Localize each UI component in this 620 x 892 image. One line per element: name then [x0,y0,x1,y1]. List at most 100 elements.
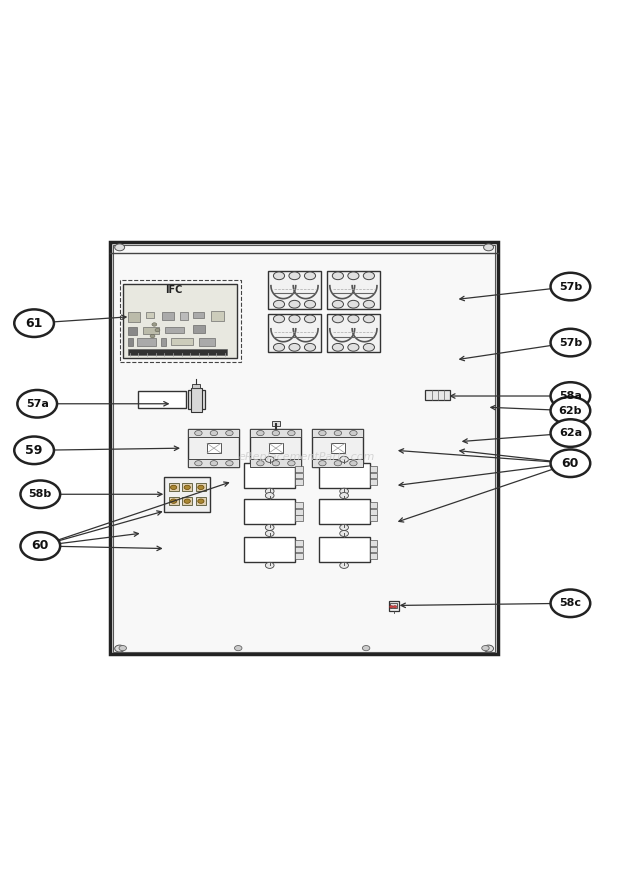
Circle shape [332,301,343,308]
Circle shape [362,646,370,650]
Text: 61: 61 [25,317,43,330]
Bar [182,497,192,505]
Bar [370,553,377,559]
Bar [295,479,303,484]
Text: 58c: 58c [559,599,582,608]
Circle shape [288,460,295,466]
Bar [250,429,301,437]
Circle shape [484,645,494,652]
Circle shape [265,492,274,499]
Bar [137,338,156,346]
Bar [244,463,295,488]
Bar [312,429,363,467]
Bar [244,499,295,524]
Bar [164,477,211,511]
Bar [196,483,206,491]
Circle shape [152,323,157,326]
Circle shape [265,524,274,531]
Circle shape [265,457,274,462]
Bar [211,310,224,321]
Bar [370,479,377,484]
Circle shape [551,419,590,447]
Bar [370,509,377,515]
Circle shape [195,431,202,435]
Circle shape [340,457,348,462]
Bar [188,459,239,467]
Text: 57a: 57a [26,399,48,409]
Bar [182,483,192,491]
Bar [295,553,303,559]
Bar [207,443,221,453]
Bar [370,541,377,546]
Bar [295,502,303,508]
Circle shape [332,343,343,351]
Bar [272,421,280,425]
Bar [120,280,241,362]
Circle shape [340,492,348,499]
Bar [319,537,370,562]
Circle shape [226,460,233,466]
Bar [370,502,377,508]
Text: 60: 60 [32,540,49,552]
Bar [171,338,193,344]
Circle shape [273,272,285,280]
Bar [128,311,140,322]
Text: eReplacementParts.com: eReplacementParts.com [239,451,375,462]
Bar [312,429,363,437]
Circle shape [551,273,590,301]
Circle shape [363,343,374,351]
Bar [123,285,237,358]
Circle shape [226,431,233,435]
Circle shape [265,562,274,568]
Circle shape [17,390,57,417]
Circle shape [170,485,177,490]
Bar [161,338,166,346]
Bar [165,326,184,333]
Circle shape [184,499,190,503]
Circle shape [115,645,125,652]
Circle shape [340,488,348,494]
Bar [192,384,200,388]
Bar [327,314,379,352]
Circle shape [257,431,264,435]
Circle shape [350,460,357,466]
Circle shape [20,481,60,508]
Bar [295,473,303,478]
Circle shape [150,334,155,338]
Circle shape [393,606,397,608]
Bar [191,388,202,411]
Circle shape [551,397,590,425]
Circle shape [332,272,343,280]
Circle shape [273,343,285,351]
Circle shape [170,499,177,503]
Circle shape [389,606,393,608]
Circle shape [184,485,190,490]
Circle shape [195,460,202,466]
Bar [169,483,179,491]
Text: 62b: 62b [559,406,582,416]
Circle shape [210,460,218,466]
Circle shape [265,488,274,494]
Bar [319,499,370,524]
Bar [370,467,377,472]
Bar [268,270,321,310]
Circle shape [14,310,54,337]
Bar [193,311,204,318]
Bar [146,311,154,318]
Circle shape [304,301,316,308]
Bar [250,429,301,467]
Circle shape [551,382,590,409]
Bar [138,392,186,408]
Circle shape [551,329,590,357]
Circle shape [210,431,218,435]
Circle shape [484,244,494,251]
Circle shape [363,301,374,308]
Circle shape [198,499,204,503]
Text: 58b: 58b [29,490,52,500]
Circle shape [304,315,316,323]
Circle shape [119,646,126,650]
Bar [128,326,137,335]
Circle shape [257,460,264,466]
Circle shape [265,531,274,536]
Bar [128,338,133,346]
